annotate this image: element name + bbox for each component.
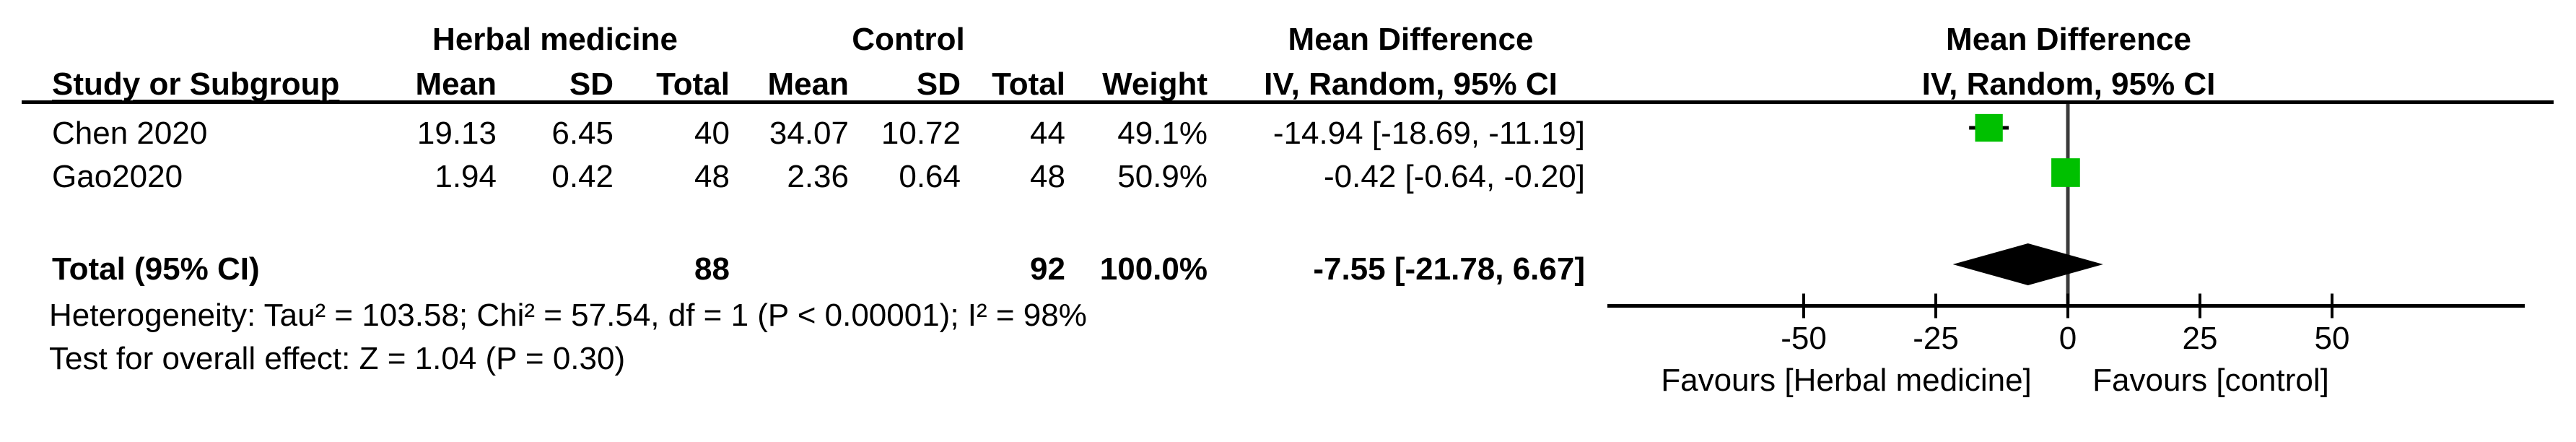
plot-column-header-title: Mean Difference bbox=[1946, 22, 2191, 57]
cell-sd-control: 0.64 bbox=[899, 159, 961, 194]
study-name: Chen 2020 bbox=[52, 116, 208, 151]
cell-weight: 49.1% bbox=[1117, 116, 1208, 151]
axis-tick-label: 25 bbox=[2182, 321, 2218, 356]
overall-effect-note: Test for overall effect: Z = 1.04 (P = 0… bbox=[49, 341, 626, 376]
cell-mean-control: 34.07 bbox=[769, 116, 849, 151]
cell-weight: 50.9% bbox=[1117, 159, 1208, 194]
col-header-study: Study or Subgroup bbox=[52, 66, 340, 102]
stats-column-header-title: Mean Difference bbox=[1288, 22, 1534, 57]
total-weight: 100.0% bbox=[1099, 251, 1208, 287]
cell-sd-herbal: 6.45 bbox=[551, 116, 614, 151]
axis-tick-label: -25 bbox=[1913, 321, 1959, 356]
study-name: Gao2020 bbox=[52, 159, 183, 194]
effect-square bbox=[2051, 158, 2080, 187]
plot-column-header-model: IV, Random, 95% CI bbox=[1921, 66, 2216, 102]
col-header-mean-control: Mean bbox=[767, 66, 849, 102]
col-header-total-herbal: Total bbox=[656, 66, 730, 102]
cell-mean-herbal: 1.94 bbox=[435, 159, 497, 194]
heterogeneity-note: Heterogeneity: Tau² = 103.58; Chi² = 57.… bbox=[49, 298, 1087, 333]
cell-sd-control: 10.72 bbox=[881, 116, 961, 151]
col-header-mean-herbal: Mean bbox=[415, 66, 497, 102]
group-header-control: Control bbox=[852, 22, 965, 57]
axis-tick-label: -50 bbox=[1781, 321, 1827, 356]
cell-total-herbal: 40 bbox=[694, 116, 730, 151]
stats-column-header-model: IV, Random, 95% CI bbox=[1264, 66, 1558, 102]
cell-ci-text: -0.42 [-0.64, -0.20] bbox=[1324, 159, 1585, 194]
cell-sd-herbal: 0.42 bbox=[551, 159, 614, 194]
total-n-herbal: 88 bbox=[694, 251, 730, 287]
col-header-sd-herbal: SD bbox=[569, 66, 614, 102]
favours-left-label: Favours [Herbal medicine] bbox=[1661, 363, 2032, 398]
header-rule bbox=[22, 100, 2554, 104]
total-n-control: 92 bbox=[1030, 251, 1065, 287]
cell-mean-control: 2.36 bbox=[787, 159, 849, 194]
col-header-sd-control: SD bbox=[916, 66, 961, 102]
cell-total-herbal: 48 bbox=[694, 159, 730, 194]
effect-square bbox=[1975, 113, 2003, 142]
favours-right-label: Favours [control] bbox=[2092, 363, 2329, 398]
total-label: Total (95% CI) bbox=[52, 251, 260, 287]
axis-tick-label: 50 bbox=[2314, 321, 2350, 356]
cell-total-control: 44 bbox=[1030, 116, 1065, 151]
group-header-herbal: Herbal medicine bbox=[432, 22, 678, 57]
axis-tick-label: 0 bbox=[2058, 321, 2077, 356]
total-ci-text: -7.55 [-21.78, 6.67] bbox=[1313, 251, 1585, 287]
col-header-weight: Weight bbox=[1102, 66, 1208, 102]
cell-total-control: 48 bbox=[1030, 159, 1065, 194]
cell-ci-text: -14.94 [-18.69, -11.19] bbox=[1272, 116, 1585, 151]
col-header-total-control: Total bbox=[992, 66, 1065, 102]
pooled-effect-diamond bbox=[1952, 243, 2103, 285]
cell-mean-herbal: 19.13 bbox=[416, 116, 497, 151]
